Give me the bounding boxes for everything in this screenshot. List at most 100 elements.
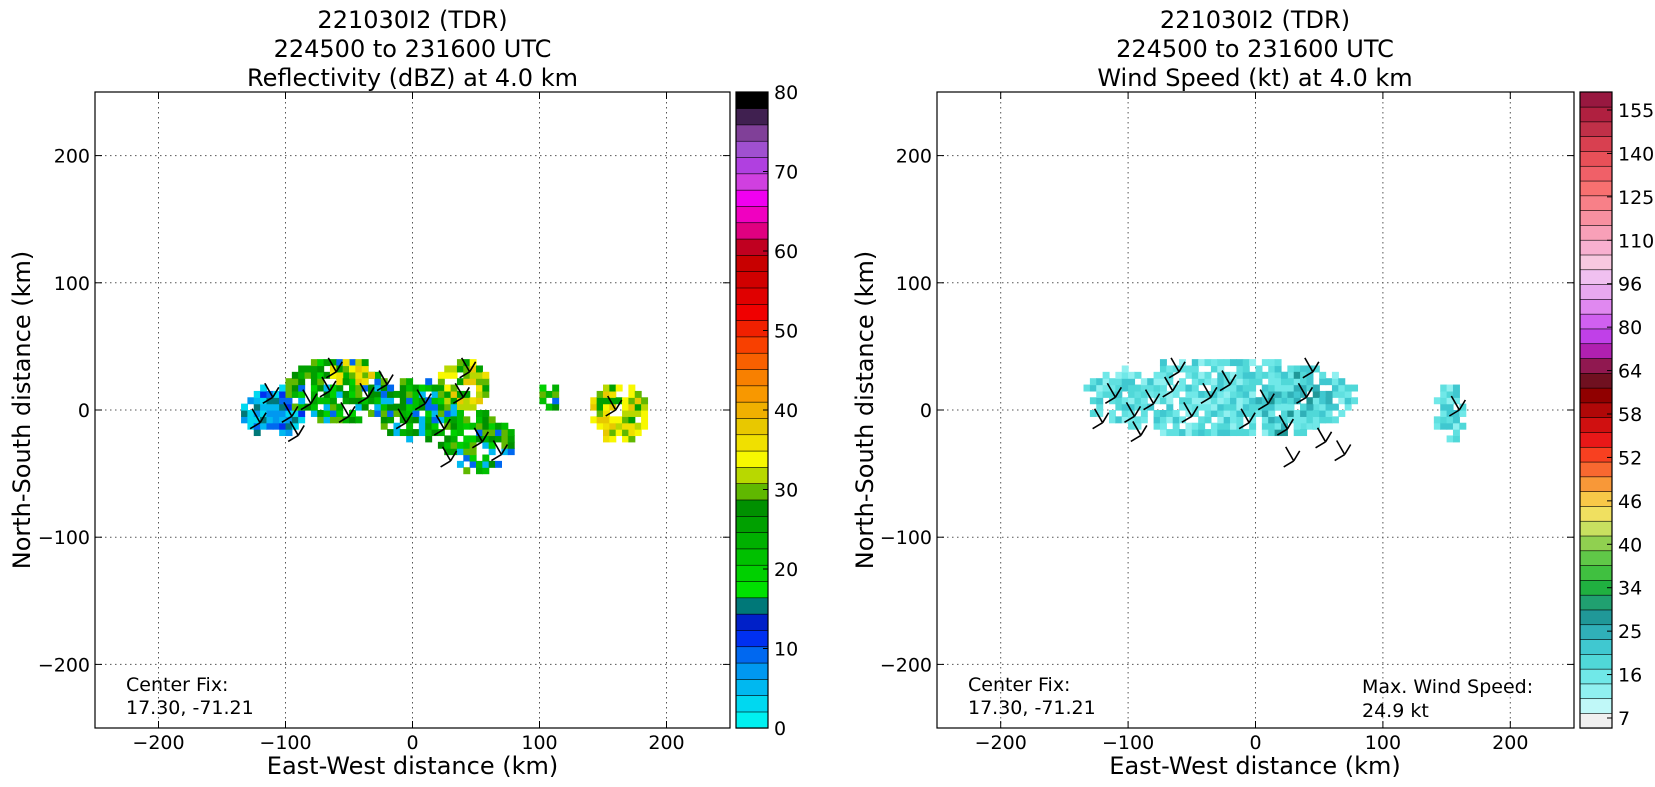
reflectivity-echo-pixel xyxy=(463,397,471,405)
wind-echo-pixel xyxy=(1140,416,1148,424)
wind-echo-pixel xyxy=(1268,359,1276,367)
wind-echo-pixel xyxy=(1242,410,1250,417)
wind-echo-pixel xyxy=(1159,429,1167,437)
wind-echo-pixel xyxy=(1128,416,1136,424)
reflectivity-echo-pixel xyxy=(406,390,414,398)
reflectivity-x-tick-label: −100 xyxy=(259,732,311,754)
wind-echo-pixel xyxy=(1452,416,1460,424)
reflectivity-echo-pixel xyxy=(380,397,388,405)
wind-echo-pixel xyxy=(1115,378,1123,386)
reflectivity-echo-pixel xyxy=(456,448,464,456)
wind-echo-pixel xyxy=(1089,397,1097,405)
wind-echo-pixel xyxy=(1325,416,1333,424)
reflectivity-echo-pixel xyxy=(374,397,382,405)
reflectivity-echo-pixel xyxy=(380,390,388,398)
reflectivity-echo-pixel xyxy=(298,371,306,379)
wind-echo-pixel xyxy=(1268,403,1276,411)
reflectivity-echo-pixel xyxy=(425,403,433,411)
wind-grid xyxy=(937,92,1574,728)
wind-echo-pixel xyxy=(1331,416,1339,424)
reflectivity-echo-pixel xyxy=(603,384,610,392)
wind-echo-pixel xyxy=(1134,403,1142,411)
wind-echo-pixel xyxy=(1268,384,1276,392)
reflectivity-echo-pixel xyxy=(368,371,375,379)
reflectivity-echo-pixel xyxy=(349,397,356,405)
wind-echo-pixel xyxy=(1134,384,1142,392)
reflectivity-echo-pixel xyxy=(463,435,471,443)
wind-colorbar-segment xyxy=(1579,698,1613,714)
reflectivity-echo-pixel xyxy=(488,435,496,443)
wind-colorbar-segment xyxy=(1579,372,1613,389)
wind-echo-pixel xyxy=(1440,410,1448,417)
reflectivity-echo-pixel xyxy=(488,448,496,456)
wind-echo-pixel xyxy=(1280,371,1288,379)
reflectivity-echo-pixel xyxy=(355,359,363,367)
reflectivity-echo-pixel xyxy=(399,378,407,386)
wind-echo-pixel xyxy=(1261,416,1269,424)
reflectivity-echo-pixel xyxy=(482,410,490,417)
wind-echo-pixel xyxy=(1319,397,1327,405)
reflectivity-echo-pixel xyxy=(355,397,363,405)
wind-echo-pixel xyxy=(1293,397,1301,405)
wind-echo-pixel xyxy=(1344,397,1352,405)
wind-echo-pixel xyxy=(1433,397,1441,405)
reflectivity-echo-pixel xyxy=(418,390,426,398)
reflectivity-echo-pixel xyxy=(463,359,471,367)
wind-echo-pixel xyxy=(1446,435,1454,443)
wind-echo-pixel xyxy=(1261,397,1269,405)
wind-echo-pixel xyxy=(1096,410,1104,417)
reflectivity-echo-pixel xyxy=(609,390,617,398)
reflectivity-echo-pixel xyxy=(501,441,509,449)
wind-echo-pixel xyxy=(1140,403,1148,411)
wind-echo-pixel xyxy=(1300,365,1308,373)
reflectivity-echo-pixel xyxy=(450,448,458,456)
reflectivity-colorbar-segment xyxy=(735,466,769,484)
reflectivity-colorbar-segment xyxy=(735,613,769,631)
reflectivity-echo-pixel xyxy=(501,429,509,437)
reflectivity-echo-pixel xyxy=(310,365,318,373)
wind-echo-pixel xyxy=(1223,359,1231,367)
reflectivity-echo-pixel xyxy=(304,403,312,411)
reflectivity-echo-pixel xyxy=(437,378,445,386)
wind-echo-pixel xyxy=(1306,397,1314,405)
wind-echo-pixel xyxy=(1268,378,1276,386)
reflectivity-x-tick-label: 100 xyxy=(521,732,557,754)
reflectivity-echo-pixel xyxy=(342,365,350,373)
reflectivity-echo-pixel xyxy=(355,384,363,392)
reflectivity-echo-pixel xyxy=(603,403,610,411)
reflectivity-echo-pixel xyxy=(323,390,331,398)
wind-wind-barb xyxy=(1219,370,1237,392)
wind-echo-pixel xyxy=(1166,429,1174,437)
wind-echo-pixel xyxy=(1230,390,1237,398)
wind-y-tick-label: 200 xyxy=(896,146,932,168)
reflectivity-colorbar-segment xyxy=(735,450,769,468)
reflectivity-echo-pixel xyxy=(463,403,471,411)
reflectivity-echo-pixel xyxy=(603,429,610,437)
reflectivity-echo-pixel xyxy=(469,365,477,373)
reflectivity-wind-barb xyxy=(440,446,458,468)
wind-colorbar-frame xyxy=(1579,91,1613,729)
reflectivity-colorbar-segment xyxy=(735,629,769,648)
reflectivity-echo-pixel xyxy=(450,410,458,417)
wind-echo-pixel xyxy=(1198,416,1206,424)
wind-echo-pixel xyxy=(1185,422,1193,430)
reflectivity-echo-pixel xyxy=(380,403,388,411)
wind-echo-pixel xyxy=(1236,429,1244,437)
wind-echo-pixel xyxy=(1102,371,1110,379)
wind-echo-pixel xyxy=(1261,410,1269,417)
wind-echo-pixel xyxy=(1287,416,1295,424)
wind-echo-pixel xyxy=(1433,422,1441,430)
wind-echo-pixel xyxy=(1452,390,1460,398)
wind-echo-pixel xyxy=(1115,390,1123,398)
reflectivity-echo-pixel xyxy=(387,384,395,392)
wind-echo-pixel xyxy=(1217,429,1225,437)
wind-echo-pixel xyxy=(1210,359,1218,367)
reflectivity-echo-pixel xyxy=(456,441,464,449)
wind-wind-barb xyxy=(1104,382,1123,404)
reflectivity-echo-pixel xyxy=(279,390,287,398)
reflectivity-echo-pixel xyxy=(603,435,610,443)
reflectivity-echo-pixel xyxy=(266,410,274,417)
reflectivity-echo-pixel xyxy=(406,397,414,405)
wind-colorbar-segment xyxy=(1579,712,1613,729)
reflectivity-echo-pixel xyxy=(476,378,483,386)
